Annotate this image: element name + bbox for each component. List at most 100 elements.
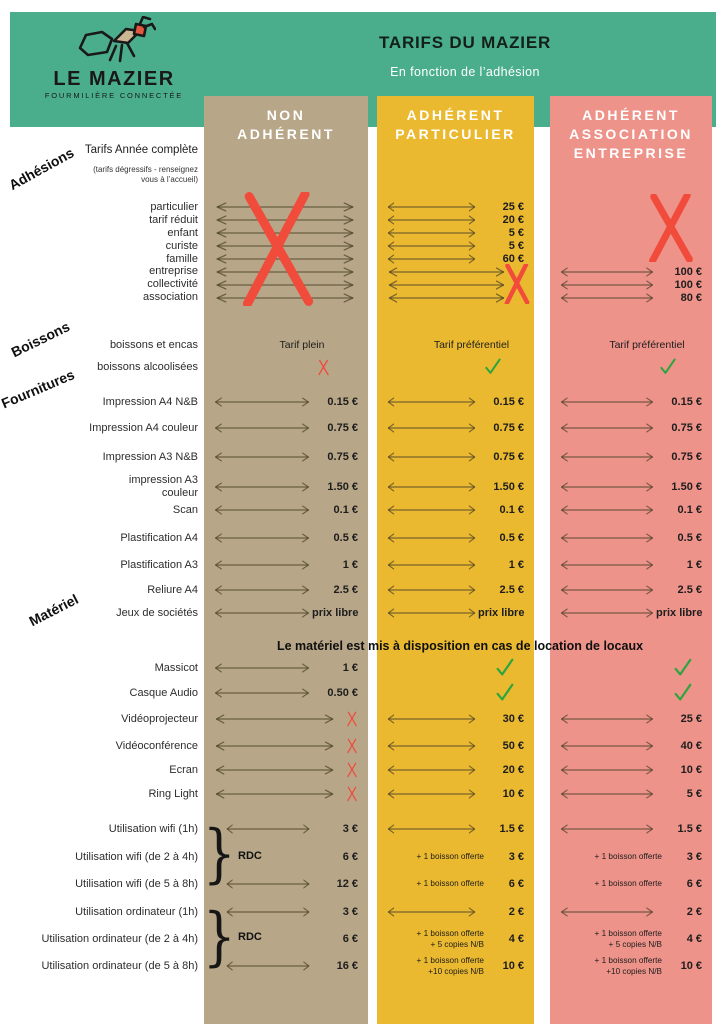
price-cell <box>550 656 712 680</box>
bonus-note: + 1 boisson offerte +10 copies N/B <box>385 955 488 977</box>
bonus-note: + 1 boisson offerte + 5 copies N/B <box>385 928 488 950</box>
row-label: impression A3 couleur <box>128 474 198 499</box>
price-cell: 16 € <box>204 953 368 979</box>
price-value: 5 € <box>686 788 702 800</box>
bonus-note-line: + 1 boisson offerte <box>594 955 662 965</box>
bonus-note-line: +10 copies N/B <box>428 967 484 976</box>
row-label: Utilisation ordinateur (1h) <box>75 905 198 918</box>
price-cell: 6 € <box>204 845 368 869</box>
row-label: Impression A4 couleur <box>89 421 198 434</box>
price-cell: 2 € <box>377 900 534 924</box>
arrow-line-icon <box>385 253 478 265</box>
arrow-line-icon <box>385 559 478 571</box>
price-value: 0.1 € <box>677 504 702 516</box>
price-value: 1 € <box>342 662 358 674</box>
price-cell: 20 € <box>377 214 534 227</box>
price-cell: 2.5 € <box>377 578 534 602</box>
arrow-line-icon <box>212 422 312 434</box>
bonus-note: + 1 boisson offerte + 5 copies N/B <box>558 928 666 950</box>
arrow-line-icon <box>212 687 312 699</box>
price-cell <box>204 758 368 782</box>
bonus-note-line: + 5 copies N/B <box>608 940 662 949</box>
price-value: 60 € <box>502 253 524 266</box>
row-label: enfant <box>167 226 198 239</box>
price-cell <box>204 356 368 378</box>
price-value: 1.50 € <box>327 481 358 493</box>
arrow-line-icon <box>212 279 358 291</box>
row-label: Ring Light <box>148 787 198 800</box>
row-label: Utilisation wifi (1h) <box>108 822 198 835</box>
arrow-line-icon <box>224 960 312 972</box>
price-cell <box>204 782 368 806</box>
price-cell: 0.75 € <box>204 416 368 440</box>
row-label: Utilisation wifi (de 2 à 4h) <box>75 850 198 863</box>
price-value: 25 € <box>680 713 702 725</box>
arrow-line-icon <box>212 201 358 213</box>
price-cell: + 1 boisson offerte 3 € <box>550 845 712 869</box>
price-value: 4 € <box>508 933 524 945</box>
bonus-note-line: + 1 boisson offerte <box>594 852 662 862</box>
row-label: famille <box>166 252 198 265</box>
bonus-note-line: + 1 boisson offerte <box>416 879 484 889</box>
price-cell <box>204 214 368 227</box>
tarif-note: Tarif plein <box>279 339 325 351</box>
row-label: Impression A4 N&B <box>102 395 198 408</box>
page-title: TARIFS DU MAZIER <box>378 33 552 52</box>
row-label: Plastification A3 <box>120 558 198 571</box>
arrow-line-icon <box>558 504 656 516</box>
arrow-line-icon <box>385 788 478 800</box>
price-cell <box>550 681 712 705</box>
bonus-note-line: + 5 copies N/B <box>430 940 484 949</box>
price-value: 10 € <box>680 764 702 776</box>
price-value: prix libre <box>478 607 525 619</box>
row-label: collectivité <box>147 278 198 291</box>
row-label: Plastification A4 <box>120 531 198 544</box>
logo: LE MAZIER FOURMILIÈRE CONNECTÉE <box>36 16 192 100</box>
price-cell: + 1 boisson offerte +10 copies N/B 10 € <box>550 953 712 979</box>
bonus-note-line: + 1 boisson offerte <box>594 879 662 889</box>
cross-icon <box>502 264 532 304</box>
check-icon <box>494 682 516 704</box>
price-value: 20 € <box>502 764 524 776</box>
price-value: 50 € <box>502 740 524 752</box>
column-header-line: ENTREPRISE <box>573 145 689 161</box>
page-subtitle: En fonction de l’adhésion <box>390 65 540 79</box>
price-cell: 12 € <box>204 872 368 896</box>
price-cell: 100 € <box>550 266 712 279</box>
price-cell: 0.15 € <box>204 390 368 414</box>
bonus-note: + 1 boisson offerte <box>558 878 666 889</box>
arrow-line-icon <box>558 422 656 434</box>
price-value: 1.5 € <box>499 823 524 835</box>
price-value: 2 € <box>686 906 702 918</box>
price-cell <box>204 278 368 291</box>
arrow-line-icon <box>212 584 312 596</box>
price-cell: 80 € <box>550 291 712 304</box>
arrow-line-icon <box>212 266 358 278</box>
row-label: Ecran <box>169 763 198 776</box>
price-cell: 2.5 € <box>204 578 368 602</box>
price-cell: 3 € <box>204 817 368 841</box>
adhesions-heading: Tarifs Année complète <box>84 144 198 156</box>
cross-icon <box>644 194 698 262</box>
price-cell: prix libre <box>204 601 368 625</box>
arrow-line-icon <box>212 532 312 544</box>
arrow-line-icon <box>212 559 312 571</box>
price-cell <box>204 201 368 214</box>
bonus-note-line: +10 copies N/B <box>606 967 662 976</box>
ant-logo-icon <box>78 16 156 63</box>
price-cell <box>377 656 534 680</box>
row-label: Utilisation ordinateur (de 5 à 8h) <box>41 959 198 972</box>
title-block: TARIFS DU MAZIER En fonction de l’adhési… <box>260 12 670 79</box>
price-value: 4 € <box>686 933 702 945</box>
arrow-line-icon <box>385 396 478 408</box>
arrow-line-icon <box>385 422 478 434</box>
price-cell: 1.5 € <box>550 817 712 841</box>
column-adherent-particulier: ADHÉRENT PARTICULIER <box>377 96 534 1024</box>
check-icon <box>672 657 694 679</box>
arrow-line-icon <box>212 764 337 776</box>
arrow-line-icon <box>224 823 312 835</box>
price-cell: 0.75 € <box>550 445 712 469</box>
arrow-line-icon <box>385 764 478 776</box>
price-value: 16 € <box>336 960 358 972</box>
